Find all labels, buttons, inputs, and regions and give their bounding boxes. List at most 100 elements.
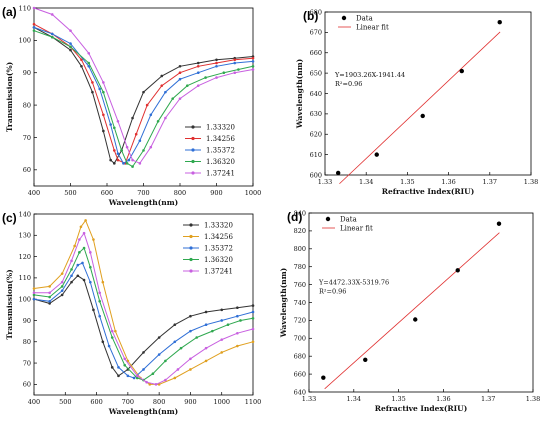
legend-marker [189, 223, 193, 227]
x-tick-label: 1100 [245, 398, 262, 406]
legend-label: 1.37241 [204, 268, 233, 276]
series-line [33, 247, 254, 381]
data-point [413, 317, 418, 322]
data-point [123, 357, 127, 361]
data-point [173, 323, 177, 327]
data-point [173, 376, 177, 380]
data-point [196, 84, 200, 87]
y-tick-label: 90 [23, 69, 31, 77]
legend-marker [189, 257, 193, 262]
data-point [32, 29, 36, 32]
fit-r-squared: R²=0.96 [335, 80, 362, 88]
y-tick-label: 740 [294, 299, 306, 307]
y-tick-label: 650 [310, 69, 322, 77]
data-point [236, 306, 239, 309]
series-line [33, 7, 254, 164]
data-point [92, 308, 95, 312]
y-tick-label: 640 [310, 90, 322, 98]
data-point [132, 376, 136, 380]
x-tick-label: 1.34 [347, 395, 361, 403]
data-point [60, 285, 64, 288]
data-point [80, 58, 83, 62]
data-point [497, 19, 502, 25]
data-point [89, 251, 92, 254]
data-point [134, 132, 138, 136]
plot-frame [324, 11, 532, 176]
data-point [32, 291, 36, 295]
data-point [89, 280, 92, 284]
data-point [176, 368, 180, 371]
x-tick-label: 1.37 [481, 395, 495, 403]
data-point [80, 64, 83, 68]
x-tick-label: 400 [28, 398, 40, 406]
data-point [50, 35, 54, 39]
data-point [73, 244, 76, 248]
fit-line [339, 31, 501, 185]
data-point [420, 113, 425, 119]
legend-marker [341, 15, 347, 21]
panel-label: (a) [2, 5, 17, 19]
legend-label: 1.35372 [206, 147, 235, 155]
legend-label: Linear fit [356, 24, 389, 32]
data-point [204, 76, 207, 79]
data-point [48, 285, 51, 288]
data-point [195, 336, 198, 339]
data-point [76, 274, 80, 278]
legend-label: 1.36320 [206, 158, 235, 166]
data-point [82, 231, 86, 235]
data-point [321, 375, 326, 380]
y-tick-label: 760 [294, 281, 306, 289]
x-tick-label: 500 [59, 398, 71, 406]
x-axis-label: Refractive Index(RIU) [382, 187, 475, 196]
data-point [189, 329, 192, 333]
data-point [142, 368, 145, 371]
y-tick-label: 610 [310, 151, 322, 159]
data-point [233, 61, 237, 65]
data-point [220, 338, 224, 341]
x-tick-label: 1.33 [302, 395, 316, 403]
data-point [82, 246, 86, 250]
legend-marker [189, 269, 193, 273]
y-tick-label: 70 [23, 359, 31, 367]
data-point [91, 81, 94, 84]
fit-line [324, 232, 500, 390]
data-point [204, 323, 208, 327]
x-tick-label: 1000 [213, 398, 230, 406]
x-tick-label: 1.34 [359, 178, 373, 186]
data-point [173, 340, 177, 344]
y-tick-label: 120 [19, 253, 31, 261]
data-point [178, 64, 182, 68]
data-point [135, 374, 139, 378]
data-point [117, 374, 120, 378]
series-line [34, 232, 254, 385]
y-tick-label: 600 [310, 171, 322, 179]
x-tick-label: 1.38 [526, 395, 540, 403]
data-point [196, 71, 200, 75]
data-point [109, 158, 112, 162]
data-point [149, 113, 153, 117]
legend-marker [189, 246, 193, 250]
data-point [251, 56, 255, 60]
data-point [154, 383, 158, 386]
data-point [69, 42, 72, 45]
data-point [142, 90, 145, 94]
legend-label: 1.34256 [206, 135, 235, 143]
data-point [87, 52, 91, 55]
data-point [237, 68, 240, 71]
y-axis-label: Transmission(%) [5, 269, 14, 339]
series-line [33, 262, 254, 379]
data-point [178, 77, 182, 81]
series-line [33, 275, 254, 377]
data-point [126, 374, 130, 378]
data-point [178, 97, 182, 100]
x-tick-label: 400 [28, 189, 40, 197]
data-point [251, 317, 255, 320]
data-point [204, 346, 208, 350]
data-point [120, 149, 123, 152]
y-tick-label: 110 [19, 274, 31, 282]
y-tick-label: 60 [23, 381, 31, 389]
panel-label: (d) [287, 210, 302, 224]
x-tick-label: 900 [210, 189, 222, 197]
data-point [70, 280, 73, 284]
data-point [89, 265, 92, 269]
